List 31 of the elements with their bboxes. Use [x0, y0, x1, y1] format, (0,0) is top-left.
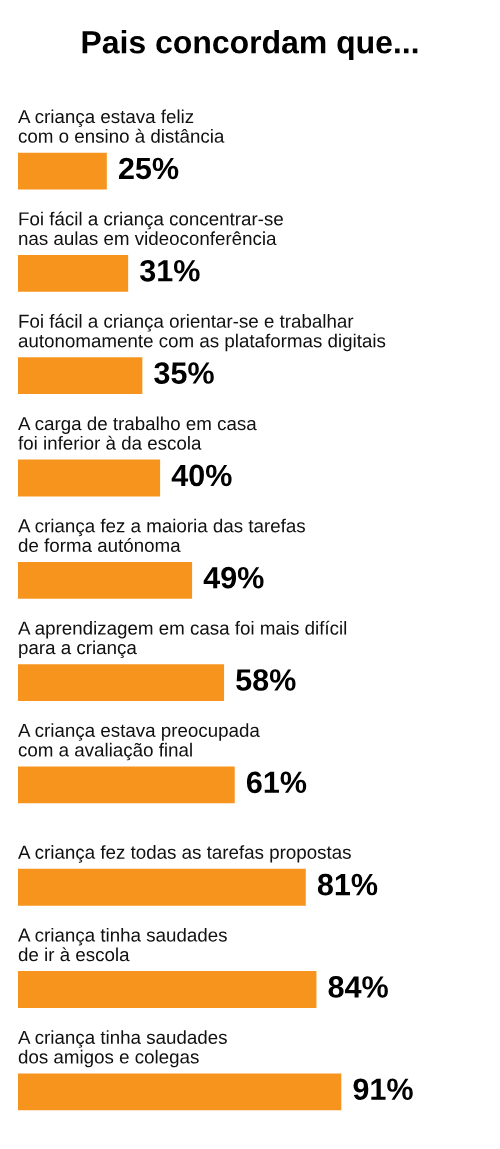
chart-title: Pais concordam que... [82, 30, 418, 60]
bar [18, 766, 235, 804]
bar [18, 254, 129, 292]
y-tick-label: A aprendizagem em casa foi mais difícil para a criança [18, 620, 347, 659]
y-tick-label: Foi fácil a criança concentrar-se nas aulas em videoconferência [19, 211, 283, 246]
bar [18, 664, 225, 702]
data-label: 31% [139, 259, 200, 282]
y-tick-label: Foi fácil a criança orientar-se e trabalhar autonomamente com as plataformas digitais [18, 313, 386, 352]
bar [18, 971, 317, 1008]
bar [18, 459, 161, 497]
y-tick-label: A criança fez todas as tarefas propostas [18, 845, 351, 863]
data-label: 81% [317, 873, 378, 896]
bar [18, 152, 107, 190]
data-label: 84% [328, 976, 388, 998]
data-label: 40% [171, 464, 232, 487]
y-tick-label: A criança tinha saudades de ir à escola [18, 927, 227, 962]
data-label: 35% [154, 362, 214, 384]
data-label: 58% [236, 669, 296, 691]
data-label: 49% [203, 566, 264, 589]
bar [18, 561, 193, 599]
y-tick-label: A criança tinha saudades dos amigos e colegas [18, 1030, 227, 1068]
y-tick-label: A criança estava preocupada com a avaliação final [18, 723, 260, 761]
bar [18, 1073, 342, 1111]
bar [18, 357, 143, 395]
y-tick-label: A carga de trabalho em casa foi inferior à da escola [18, 416, 257, 450]
y-tick-label: A criança fez a maioria das tarefas de forma autónoma [18, 518, 305, 553]
data-label: 91% [353, 1078, 413, 1101]
data-label: 61% [246, 771, 307, 794]
data-label: 25% [118, 157, 179, 180]
bar [18, 868, 306, 906]
y-tick-label: A criança estava feliz com o ensino à distância [18, 109, 225, 143]
